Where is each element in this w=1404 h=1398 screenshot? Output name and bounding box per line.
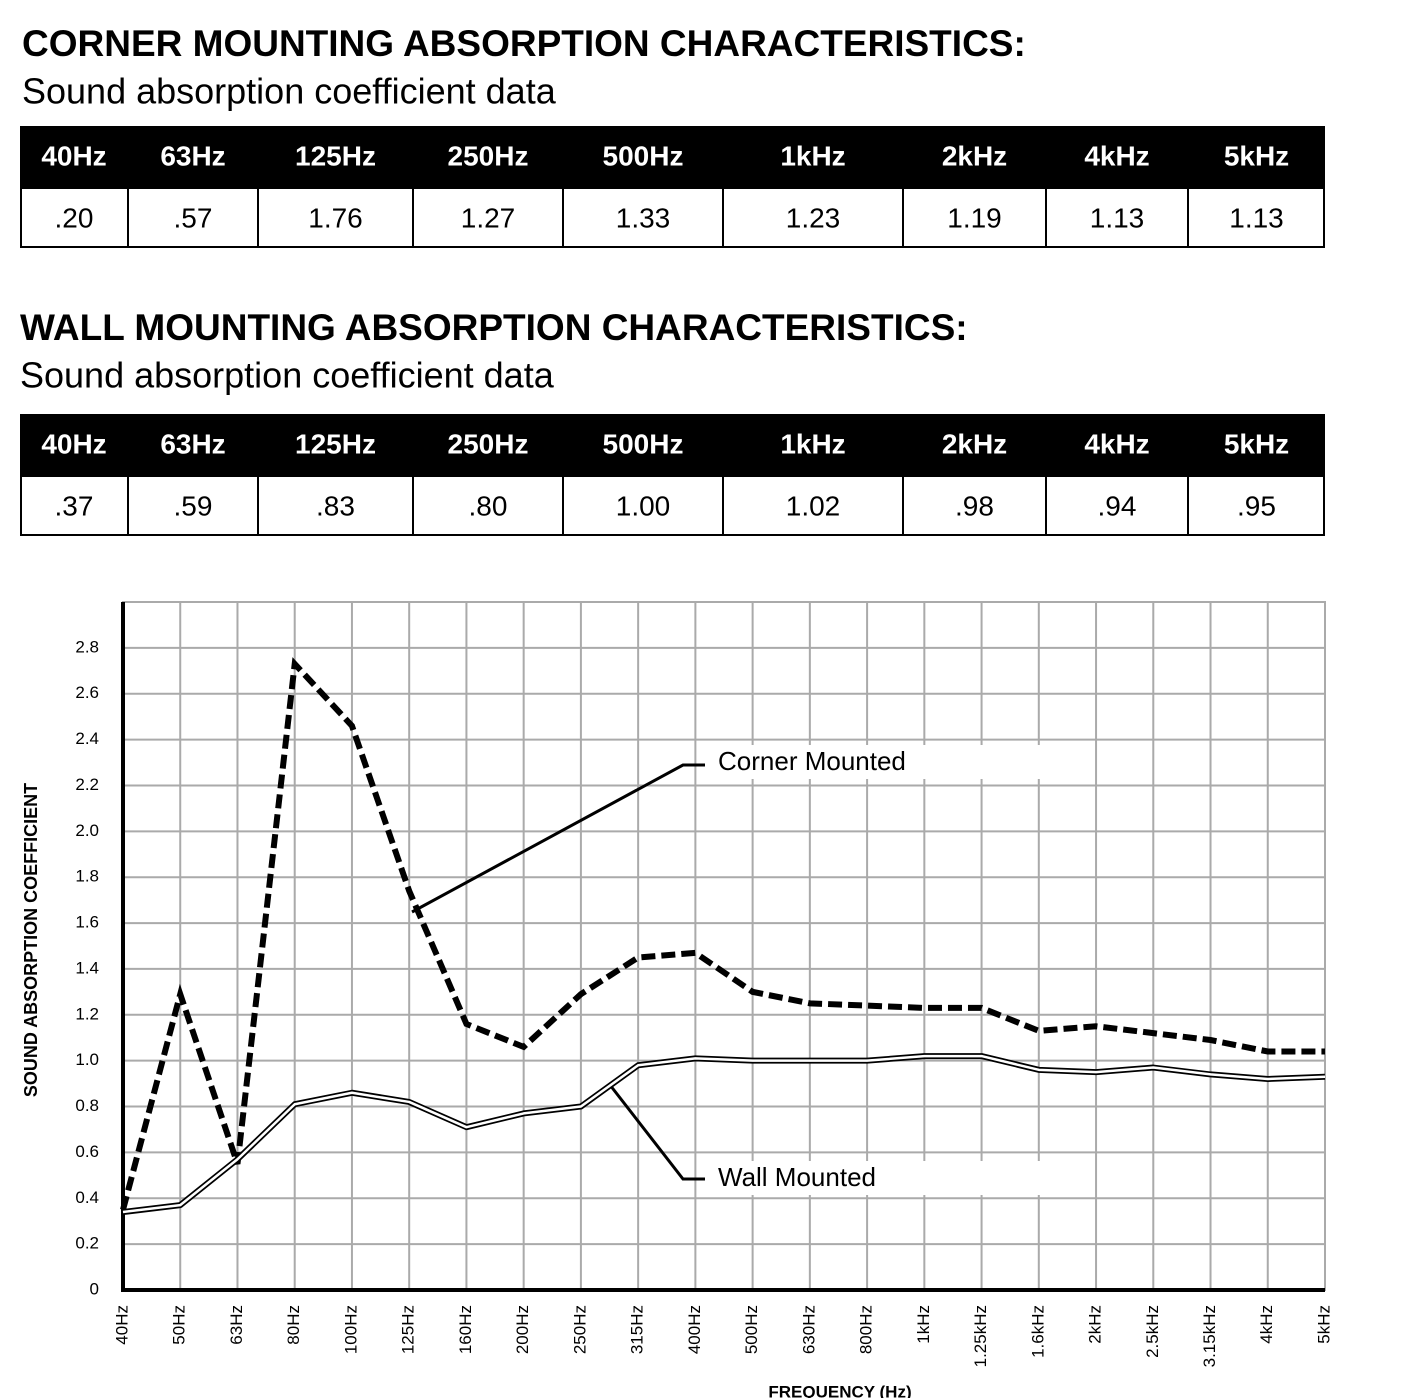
table-header-cell: 2kHz (942, 140, 1007, 171)
table-cell: .94 (1098, 490, 1137, 521)
x-tick-label: 250Hz (570, 1305, 589, 1354)
table-header-cell: 4kHz (1084, 428, 1149, 459)
table-cell: .20 (55, 202, 94, 233)
table-header-cell: 1kHz (780, 428, 845, 459)
series-line (120, 657, 1325, 1211)
table-header-cell: 500Hz (603, 428, 684, 459)
table-header-bg (20, 126, 1325, 188)
x-tick-label: 800Hz (857, 1305, 876, 1354)
x-tick-label: 160Hz (456, 1305, 475, 1354)
leader-line (608, 1084, 705, 1181)
table-cell: 1.02 (786, 490, 841, 521)
table-cell: .59 (174, 490, 213, 521)
x-tick-label: 125Hz (399, 1305, 418, 1354)
x-tick-label: 100Hz (341, 1305, 360, 1354)
y-tick-label: 2.6 (75, 683, 99, 702)
x-tick-label: 4kHz (1257, 1305, 1276, 1344)
table-cell: 1.76 (308, 202, 363, 233)
section-subtitle: Sound absorption coefficient data (20, 355, 555, 396)
table-cell: 1.19 (947, 202, 1002, 233)
table-header-cell: 4kHz (1084, 140, 1149, 171)
table-header-cell: 250Hz (448, 140, 529, 171)
y-tick-label: 2.2 (75, 775, 99, 794)
table-cell: .98 (955, 490, 994, 521)
y-tick-label: 0.6 (75, 1142, 99, 1161)
table-cell: 1.33 (616, 202, 671, 233)
x-tick-label: 50Hz (170, 1305, 189, 1345)
table-cell: 1.00 (616, 490, 671, 521)
table-header-cell: 2kHz (942, 428, 1007, 459)
table-header-cell: 250Hz (448, 428, 529, 459)
y-tick-label: 0.8 (75, 1096, 99, 1115)
x-axis-label: FREQUENCY (Hz) (768, 1382, 911, 1398)
table-cell: 1.13 (1090, 202, 1145, 233)
table-border (20, 475, 1325, 536)
table-header-cell: 40Hz (41, 428, 106, 459)
table-cell: 1.23 (786, 202, 841, 233)
table-header-cell: 63Hz (160, 428, 225, 459)
y-axis-label: SOUND ABSORPTION COEFFICIENT (21, 783, 41, 1097)
x-tick-label: 400Hz (685, 1305, 704, 1354)
table-border (20, 187, 1325, 248)
table-header-cell: 125Hz (295, 140, 376, 171)
legend-label: Wall Mounted (718, 1162, 876, 1192)
y-tick-label: 0 (90, 1279, 99, 1298)
legend-label: Corner Mounted (718, 746, 906, 776)
y-tick-label: 1.8 (75, 867, 99, 886)
series-line-inner (122, 1054, 1326, 1214)
x-tick-label: 40Hz (112, 1305, 131, 1345)
table-cell: 1.27 (461, 202, 516, 233)
x-tick-label: 63Hz (227, 1305, 246, 1345)
y-tick-label: 2.0 (75, 821, 99, 840)
x-tick-label: 500Hz (742, 1305, 761, 1354)
table-cell: 1.13 (1229, 202, 1284, 233)
table-cell: .80 (469, 490, 508, 521)
leader-line (411, 763, 705, 914)
x-tick-label: 2.5kHz (1143, 1305, 1162, 1358)
y-tick-label: 2.8 (75, 637, 99, 656)
section-subtitle: Sound absorption coefficient data (22, 71, 557, 112)
y-tick-label: 0.4 (75, 1188, 99, 1207)
x-tick-label: 1kHz (914, 1305, 933, 1344)
table-header-cell: 5kHz (1224, 428, 1289, 459)
y-tick-label: 0.2 (75, 1234, 99, 1253)
label-bg (708, 1161, 1043, 1195)
x-tick-label: 1.25kHz (971, 1305, 990, 1367)
table-header-cell: 125Hz (295, 428, 376, 459)
table-header-cell: 1kHz (780, 140, 845, 171)
table-cell: .57 (174, 202, 213, 233)
label-bg (708, 745, 1043, 779)
table-header-cell: 40Hz (41, 140, 106, 171)
y-tick-label: 1.6 (75, 913, 99, 932)
x-tick-label: 80Hz (284, 1305, 303, 1345)
x-tick-label: 630Hz (799, 1305, 818, 1354)
x-tick-label: 315Hz (628, 1305, 647, 1354)
x-tick-label: 1.6kHz (1028, 1305, 1047, 1358)
table-header-bg (20, 414, 1325, 476)
y-tick-label: 2.4 (75, 729, 99, 748)
table-cell: .83 (316, 490, 355, 521)
section-title: CORNER MOUNTING ABSORPTION CHARACTERISTI… (22, 23, 1026, 64)
y-tick-label: 1.2 (75, 1004, 99, 1023)
section-title: WALL MOUNTING ABSORPTION CHARACTERISTICS… (20, 307, 968, 348)
x-tick-label: 5kHz (1314, 1305, 1333, 1344)
table-header-cell: 500Hz (603, 140, 684, 171)
y-tick-label: 1.4 (75, 958, 99, 977)
table-cell: .95 (1237, 490, 1276, 521)
x-tick-label: 3.15kHz (1200, 1305, 1219, 1367)
x-tick-label: 200Hz (513, 1305, 532, 1354)
table-header-cell: 5kHz (1224, 140, 1289, 171)
y-tick-label: 1.0 (75, 1050, 99, 1069)
table-header-cell: 63Hz (160, 140, 225, 171)
table-cell: .37 (55, 490, 94, 521)
x-tick-label: 2kHz (1086, 1305, 1105, 1344)
